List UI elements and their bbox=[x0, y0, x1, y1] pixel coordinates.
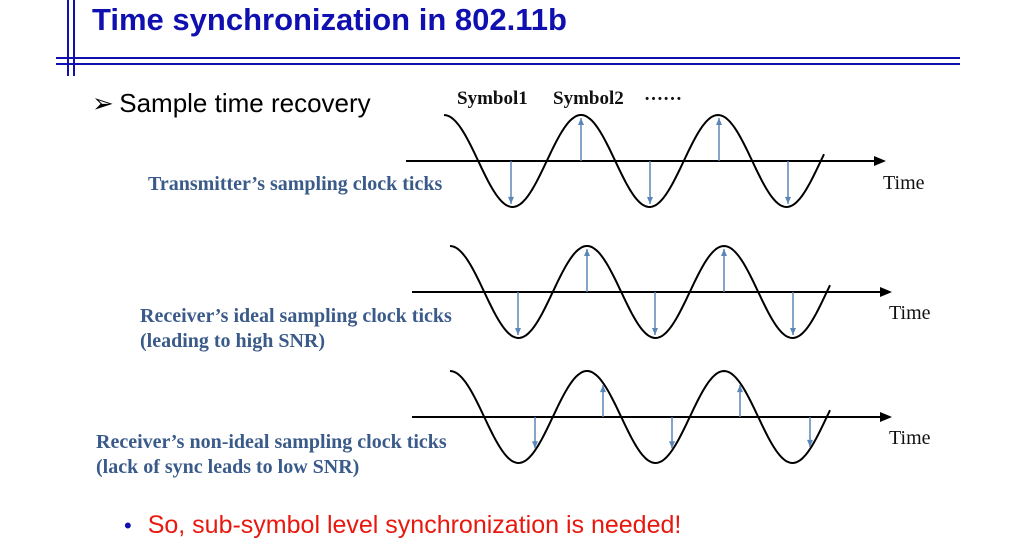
label-line: Receiver’s ideal sampling clock ticks bbox=[140, 305, 452, 327]
sampling-tick-arrowhead bbox=[785, 196, 791, 204]
axis-arrowhead bbox=[880, 287, 892, 297]
sampling-tick-arrowhead bbox=[807, 439, 813, 447]
time-axis-label: Time bbox=[889, 427, 931, 449]
conclusion-text: So, sub-symbol level synchronization is … bbox=[147, 511, 682, 539]
label-line: Transmitter’s sampling clock ticks bbox=[148, 173, 443, 195]
sampling-ticks bbox=[515, 249, 796, 335]
arrow-bullet-icon: ➢ bbox=[92, 88, 114, 118]
page-title: Time synchronization in 802.11b bbox=[92, 2, 567, 37]
sampling-tick-arrowhead bbox=[578, 118, 584, 125]
bullet-sample-time-recovery: ➢ Sample time recovery bbox=[92, 88, 371, 119]
symbol-ellipsis: …… bbox=[644, 84, 682, 105]
symbol1-label: Symbol1 bbox=[457, 88, 528, 109]
bullet-dot-icon: • bbox=[124, 513, 132, 538]
sampling-tick-arrowhead bbox=[721, 249, 727, 256]
sampling-ticks bbox=[532, 385, 813, 449]
sampling-tick-arrowhead bbox=[600, 385, 606, 393]
label-line: Receiver’s non-ideal sampling clock tick… bbox=[96, 431, 447, 453]
label-line: (leading to high SNR) bbox=[140, 330, 326, 352]
sampling-tick-arrowhead bbox=[737, 385, 743, 393]
receiver-ideal-label: Receiver’s ideal sampling clock ticks (l… bbox=[140, 304, 452, 354]
label-line: (lack of sync leads to low SNR) bbox=[96, 456, 360, 478]
transmitter-label: Transmitter’s sampling clock ticks bbox=[148, 172, 442, 197]
sine-wave bbox=[443, 113, 825, 209]
receiver-nonideal-label: Receiver’s non-ideal sampling clock tick… bbox=[96, 430, 447, 480]
header-lines bbox=[56, 0, 960, 76]
sampling-tick-arrowhead bbox=[669, 441, 675, 449]
time-axis-label: Time bbox=[889, 302, 931, 324]
sampling-tick-arrowhead bbox=[508, 196, 514, 204]
sampling-tick-arrowhead bbox=[532, 441, 538, 449]
bullet-text: Sample time recovery bbox=[119, 88, 371, 118]
sampling-tick-arrowhead bbox=[652, 327, 658, 335]
sine-wave bbox=[449, 244, 831, 340]
sampling-tick-arrowhead bbox=[716, 118, 722, 126]
waveform-row-nonideal bbox=[412, 369, 892, 465]
conclusion-bullet: • So, sub-symbol level synchronization is… bbox=[124, 511, 681, 540]
waveform-row-ideal bbox=[412, 244, 892, 340]
sampling-tick-arrowhead bbox=[515, 327, 521, 335]
time-axis-label: Time bbox=[883, 172, 925, 194]
sampling-tick-arrowhead bbox=[647, 196, 653, 204]
sampling-tick-arrowhead bbox=[790, 327, 796, 335]
sampling-ticks bbox=[508, 118, 791, 204]
axis-arrowhead bbox=[880, 412, 892, 422]
sampling-tick-arrowhead bbox=[584, 249, 590, 256]
waveform-row-transmitter bbox=[406, 113, 886, 209]
symbol2-label: Symbol2 bbox=[553, 88, 624, 109]
sine-wave bbox=[449, 369, 831, 465]
axis-arrowhead bbox=[874, 156, 886, 166]
